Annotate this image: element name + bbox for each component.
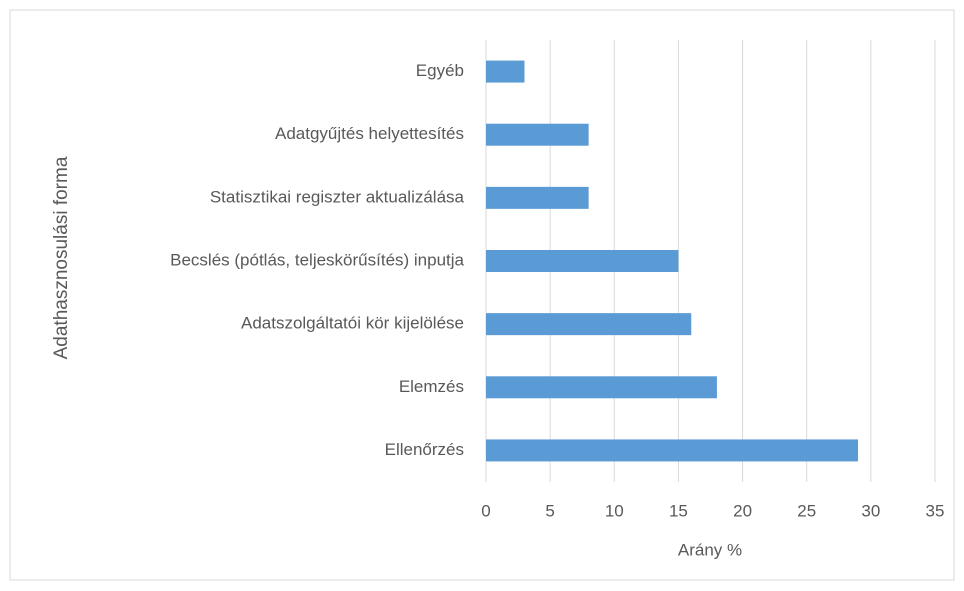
y-tick-label: Becslés (pótlás, teljeskörűsítés) inputj… xyxy=(170,250,464,269)
y-tick-label: Statisztikai regiszter aktualizálása xyxy=(210,187,465,206)
y-tick-label: Ellenőrzés xyxy=(385,440,464,459)
bar xyxy=(486,60,525,83)
bar xyxy=(486,123,589,146)
bar xyxy=(486,376,717,399)
chart-frame xyxy=(9,9,955,581)
x-tick-label: 10 xyxy=(605,501,624,520)
x-tick-label: 15 xyxy=(669,501,688,520)
bar xyxy=(486,439,859,462)
y-tick-label: Elemzés xyxy=(399,377,464,396)
x-tick-label: 25 xyxy=(797,501,816,520)
y-tick-label: Adatgyűjtés helyettesítés xyxy=(275,124,464,143)
bar xyxy=(486,250,679,272)
bar xyxy=(486,186,589,209)
y-tick-label: Egyéb xyxy=(416,61,464,80)
y-tick-label: Adatszolgáltatói kör kijelölése xyxy=(241,314,464,333)
x-tick-label: 35 xyxy=(926,501,945,520)
bar xyxy=(486,313,692,336)
x-axis-label: Arány % xyxy=(678,540,742,559)
x-tick-label: 30 xyxy=(861,501,880,520)
x-tick-label: 20 xyxy=(733,501,752,520)
y-axis-label: Adathasznosulási forma xyxy=(51,156,72,359)
x-tick-label: 0 xyxy=(481,501,490,520)
x-tick-label: 5 xyxy=(545,501,554,520)
